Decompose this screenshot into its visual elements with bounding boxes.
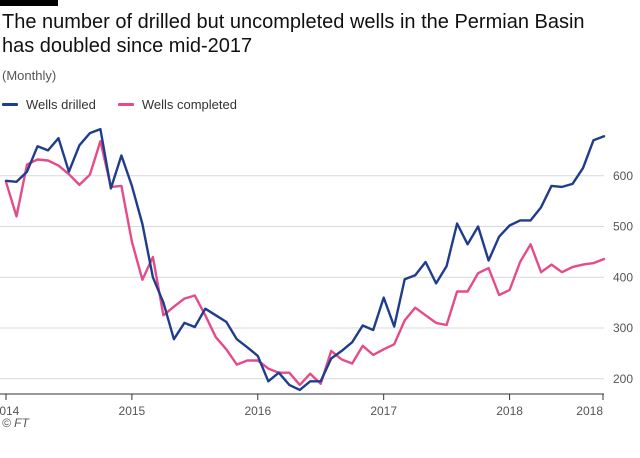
- legend-item-completed: Wells completed: [117, 97, 237, 112]
- x-tick-label: 2015: [119, 404, 146, 418]
- x-tick-label: 2014: [0, 404, 20, 418]
- chart-subtitle: (Monthly): [2, 68, 57, 83]
- series-line-completed: [4, 139, 606, 387]
- y-tick-label: 400: [613, 270, 633, 284]
- x-tick-label: 2016: [244, 404, 271, 418]
- legend-swatch-drilled: [2, 103, 18, 106]
- y-tick-label: 600: [613, 169, 633, 183]
- legend-swatch-completed: [117, 103, 134, 106]
- y-tick-label: 200: [613, 372, 633, 386]
- chart-title: The number of drilled but uncompleted we…: [2, 11, 585, 57]
- x-tick-label: 2018: [576, 404, 603, 418]
- series-line-drilled: [4, 127, 606, 392]
- legend-label-drilled: Wells drilled: [26, 97, 96, 112]
- source-note: © FT: [2, 416, 29, 430]
- x-tick-label: 2018: [496, 404, 523, 418]
- chart-legend: Wells drilled Wells completed: [2, 97, 259, 112]
- y-tick-label: 300: [613, 321, 633, 335]
- x-tick-label: 2017: [370, 404, 397, 418]
- brand-top-bar: [0, 0, 58, 6]
- y-tick-label: 500: [613, 220, 633, 234]
- legend-label-completed: Wells completed: [141, 97, 237, 112]
- legend-item-drilled: Wells drilled: [2, 97, 96, 112]
